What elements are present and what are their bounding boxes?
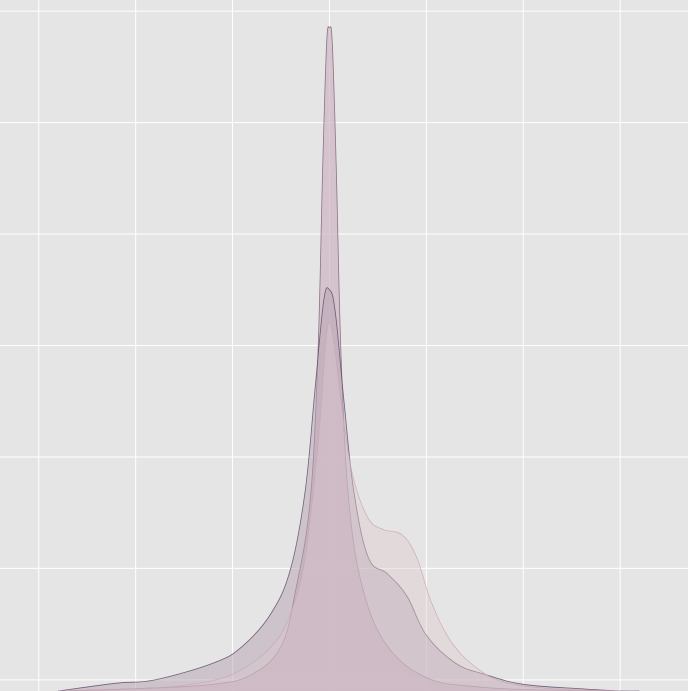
density-series: [58, 26, 640, 691]
density-outline-2: [58, 322, 621, 691]
density-series-1: [58, 287, 621, 691]
density-series-2: [58, 322, 621, 691]
density-area-2: [58, 323, 621, 691]
density-outline-1: [58, 287, 621, 691]
density-area-1: [58, 287, 621, 691]
